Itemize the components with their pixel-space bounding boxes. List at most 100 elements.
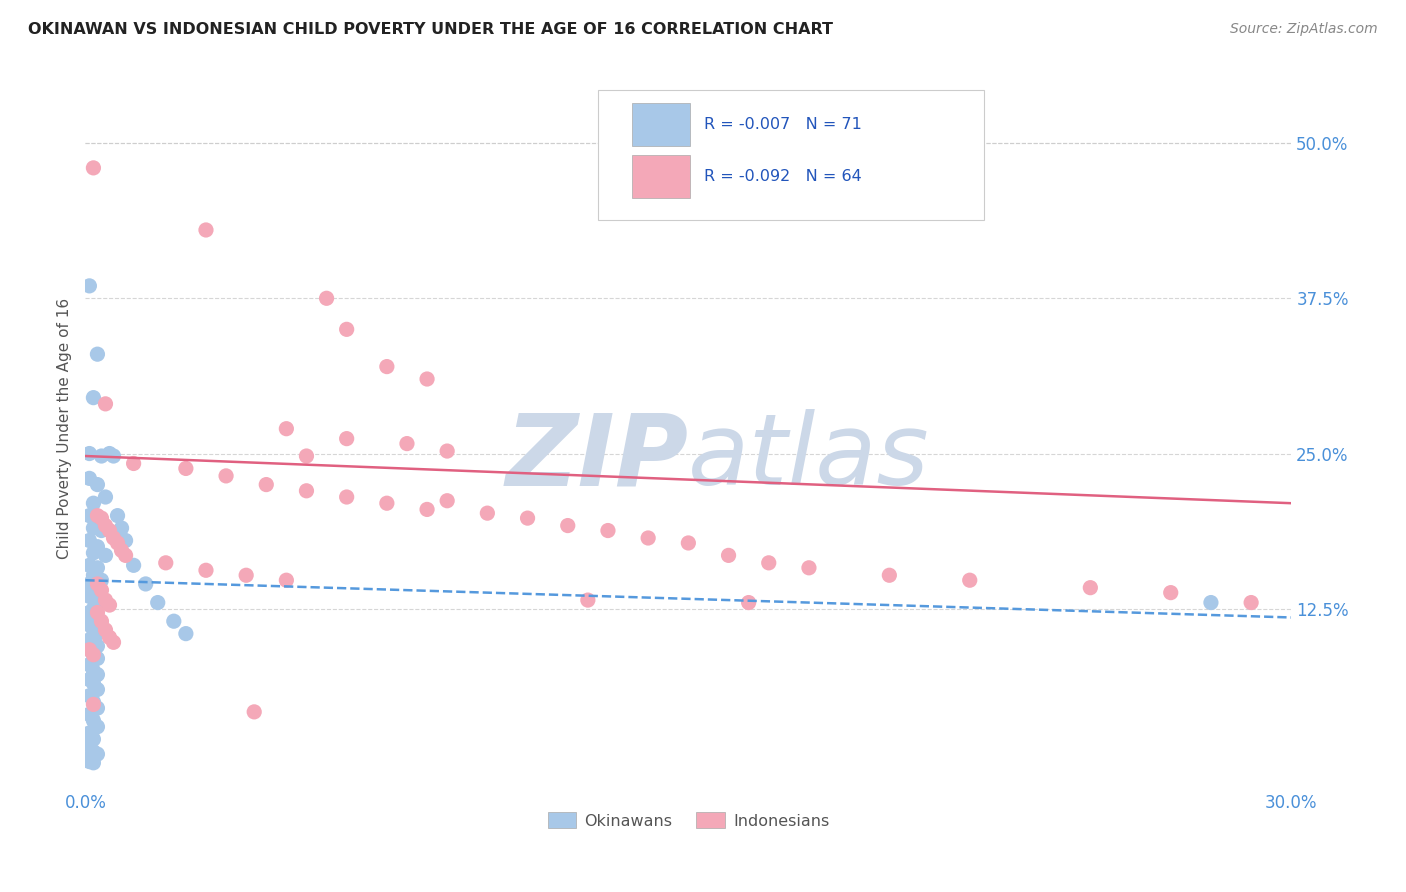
FancyBboxPatch shape [631,155,689,198]
Text: R = -0.092   N = 64: R = -0.092 N = 64 [704,169,862,184]
Point [98,524,121,538]
Point [79,446,101,460]
FancyBboxPatch shape [631,103,689,146]
Point [86,626,108,640]
Point [110,521,132,535]
Point [82,745,104,759]
Point [94,549,117,563]
Point [79,471,101,485]
Point [79,618,101,632]
Point [82,756,104,770]
Point [98,631,121,645]
Point [82,648,104,662]
Point [174,461,197,475]
Point [416,372,439,386]
Point [94,518,117,533]
Point [86,561,108,575]
Point [86,577,108,591]
Point [436,444,458,458]
Point [82,585,104,599]
Text: OKINAWAN VS INDONESIAN CHILD POVERTY UNDER THE AGE OF 16 CORRELATION CHART: OKINAWAN VS INDONESIAN CHILD POVERTY UND… [28,22,834,37]
Point [79,278,101,293]
Point [395,436,418,450]
Point [86,639,108,653]
Point [82,714,104,728]
Point [215,469,238,483]
Legend: Okinawans, Indonesians: Okinawans, Indonesians [541,805,835,835]
Text: ZIP: ZIP [505,409,689,506]
Point [797,561,820,575]
Point [436,493,458,508]
Text: Source: ZipAtlas.com: Source: ZipAtlas.com [1230,22,1378,37]
Point [82,601,104,615]
Point [103,635,125,649]
Point [82,391,104,405]
Point [82,161,104,175]
Point [336,432,359,446]
Point [79,689,101,703]
Point [90,583,112,598]
Point [1078,581,1101,595]
Point [86,651,108,665]
Point [86,720,108,734]
Point [516,511,538,525]
Point [90,614,112,628]
Point [336,322,359,336]
Point [235,568,257,582]
Point [86,747,108,761]
Point [82,698,104,712]
Point [254,477,277,491]
Point [82,568,104,582]
Point [295,483,318,498]
Point [477,506,499,520]
Point [94,623,117,637]
Point [82,623,104,637]
Point [758,556,780,570]
Point [79,707,101,722]
Point [86,610,108,624]
Point [596,524,619,538]
Point [114,549,136,563]
Point [86,347,108,361]
Point [678,536,700,550]
Point [90,573,112,587]
Point [576,593,599,607]
Point [336,490,359,504]
Point [122,558,145,573]
Point [194,223,217,237]
Point [276,573,298,587]
Point [82,664,104,678]
Point [1199,596,1222,610]
Point [243,705,266,719]
Point [82,496,104,510]
Point [879,568,901,582]
Point [79,657,101,672]
Point [86,540,108,554]
Point [79,739,101,753]
Point [557,518,579,533]
Point [82,695,104,709]
Point [295,449,318,463]
Point [82,635,104,649]
Point [94,593,117,607]
Point [959,573,981,587]
Point [79,642,101,657]
Point [86,682,108,697]
Point [416,502,439,516]
Point [375,496,398,510]
Point [82,732,104,747]
Point [79,642,101,657]
Point [315,291,337,305]
FancyBboxPatch shape [598,90,984,219]
Point [737,596,759,610]
Point [79,755,101,769]
Point [79,751,101,765]
Point [90,620,112,634]
Point [86,667,108,681]
Point [82,676,104,690]
Point [1160,585,1182,599]
Point [79,577,101,591]
Point [110,543,132,558]
Point [79,558,101,573]
Point [79,508,101,523]
